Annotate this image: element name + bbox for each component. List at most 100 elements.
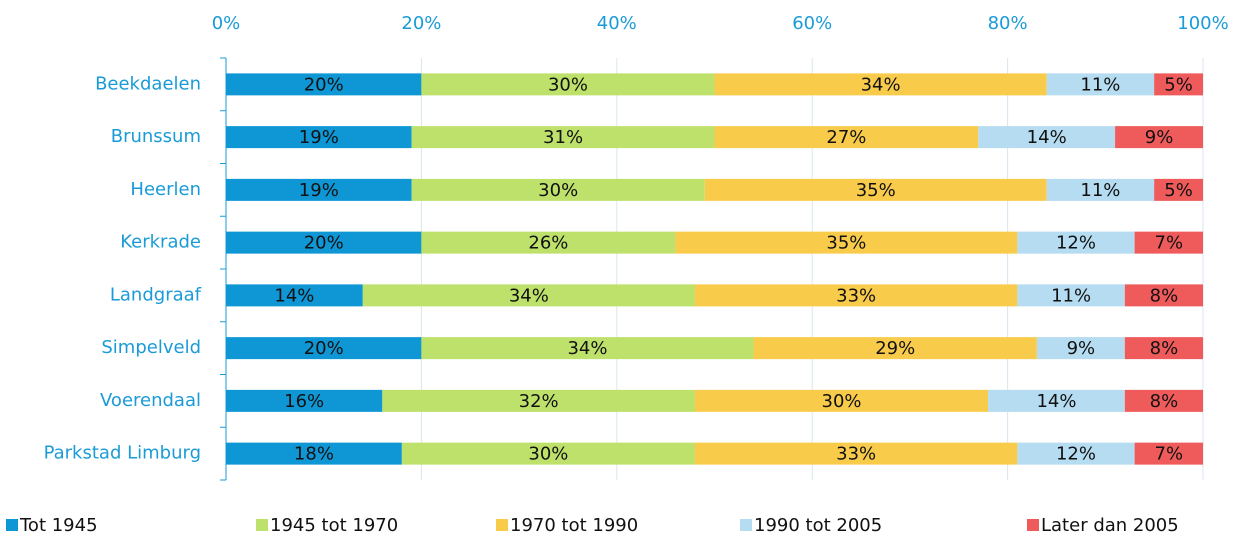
legend-label: 1945 tot 1970 — [270, 515, 398, 536]
bar-segment — [704, 178, 1047, 201]
data-label: 35% — [826, 233, 866, 254]
x-tick-label: 80% — [988, 13, 1028, 34]
data-label: 7% — [1155, 233, 1184, 254]
data-label: 19% — [299, 127, 339, 148]
y-tick-label: Voerendaal — [100, 390, 201, 411]
bar-segment — [1017, 442, 1135, 465]
data-label: 31% — [543, 127, 583, 148]
x-tick-label: 100% — [1177, 13, 1228, 34]
data-label: 33% — [836, 285, 876, 306]
bar-segment — [1154, 73, 1203, 96]
data-label: 16% — [284, 391, 324, 412]
bar-segment — [1017, 231, 1135, 254]
bar-segment — [411, 178, 705, 201]
bar-segment — [226, 284, 363, 307]
bar-segment — [1017, 284, 1125, 307]
data-label: 35% — [856, 180, 896, 201]
data-label: 8% — [1150, 285, 1179, 306]
data-label: 27% — [826, 127, 866, 148]
y-tick-label: Landgraaf — [110, 284, 202, 305]
data-label: 30% — [538, 180, 578, 201]
bar-segment — [421, 337, 754, 360]
bar-segment — [226, 389, 383, 412]
legend-swatch — [1027, 519, 1039, 531]
data-label: 8% — [1150, 391, 1179, 412]
data-label: 11% — [1051, 285, 1091, 306]
bar-segment — [226, 73, 422, 96]
data-label: 19% — [299, 180, 339, 201]
bar-segment — [226, 178, 412, 201]
data-label: 14% — [1027, 127, 1067, 148]
bar-segment — [226, 126, 412, 149]
bar-segment — [226, 442, 402, 465]
data-label: 34% — [861, 74, 901, 95]
bar-segment — [382, 389, 695, 412]
y-tick-label: Kerkrade — [120, 232, 201, 253]
data-label: 26% — [528, 233, 568, 254]
bar-segment — [694, 389, 989, 412]
bar-segment — [675, 231, 1018, 254]
legend-swatch — [256, 519, 268, 531]
y-tick-label: Parkstad Limburg — [44, 443, 201, 464]
bar-segment — [753, 337, 1037, 360]
data-label: 32% — [519, 391, 559, 412]
bar-segment — [226, 337, 422, 360]
bar-segment — [1046, 178, 1155, 201]
data-label: 11% — [1080, 74, 1120, 95]
data-label: 34% — [567, 338, 607, 359]
legend-label: Later dan 2005 — [1041, 515, 1179, 536]
data-label: 7% — [1155, 444, 1184, 465]
legend-label: 1970 tot 1990 — [510, 515, 638, 536]
data-label: 5% — [1164, 74, 1193, 95]
bar-segment — [714, 73, 1047, 96]
data-label: 30% — [822, 391, 862, 412]
data-label: 14% — [274, 285, 314, 306]
bar-segment — [362, 284, 695, 307]
legend-label: Tot 1945 — [19, 515, 98, 536]
data-label: 5% — [1164, 180, 1193, 201]
bar-segment — [988, 389, 1125, 412]
legend-label: 1990 tot 2005 — [754, 515, 882, 536]
bar-segment — [1036, 337, 1125, 360]
x-tick-label: 0% — [212, 13, 241, 34]
bar-segment — [1134, 442, 1203, 465]
bar-segment — [421, 73, 715, 96]
bar-segment — [1046, 73, 1155, 96]
bar-segment — [1134, 231, 1203, 254]
y-tick-label: Beekdaelen — [95, 73, 201, 94]
data-label: 30% — [528, 444, 568, 465]
data-label: 11% — [1080, 180, 1120, 201]
bar-segment — [401, 442, 695, 465]
x-tick-label: 60% — [792, 13, 832, 34]
bar-segment — [978, 126, 1116, 149]
data-label: 30% — [548, 74, 588, 95]
bar-segment — [1124, 389, 1203, 412]
bar-segment — [226, 231, 422, 254]
bar-segment — [694, 284, 1018, 307]
y-tick-label: Simpelveld — [101, 337, 201, 358]
data-label: 9% — [1145, 127, 1174, 148]
bar-segment — [714, 126, 979, 149]
y-tick-label: Heerlen — [130, 179, 201, 200]
bar-segment — [694, 442, 1018, 465]
data-label: 20% — [304, 338, 344, 359]
bar-segment — [1115, 126, 1203, 149]
data-label: 8% — [1150, 338, 1179, 359]
data-label: 12% — [1056, 233, 1096, 254]
legend-swatch — [496, 519, 508, 531]
legend-swatch — [6, 519, 18, 531]
data-label: 29% — [875, 338, 915, 359]
x-tick-label: 40% — [597, 13, 637, 34]
data-label: 33% — [836, 444, 876, 465]
data-label: 9% — [1067, 338, 1096, 359]
bar-segment — [421, 231, 676, 254]
bar-segment — [1154, 178, 1203, 201]
data-label: 20% — [304, 233, 344, 254]
bar-segment — [411, 126, 715, 149]
data-label: 12% — [1056, 444, 1096, 465]
bar-segment — [1124, 337, 1203, 360]
x-tick-label: 20% — [401, 13, 441, 34]
data-label: 20% — [304, 74, 344, 95]
bar-segment — [1124, 284, 1203, 307]
